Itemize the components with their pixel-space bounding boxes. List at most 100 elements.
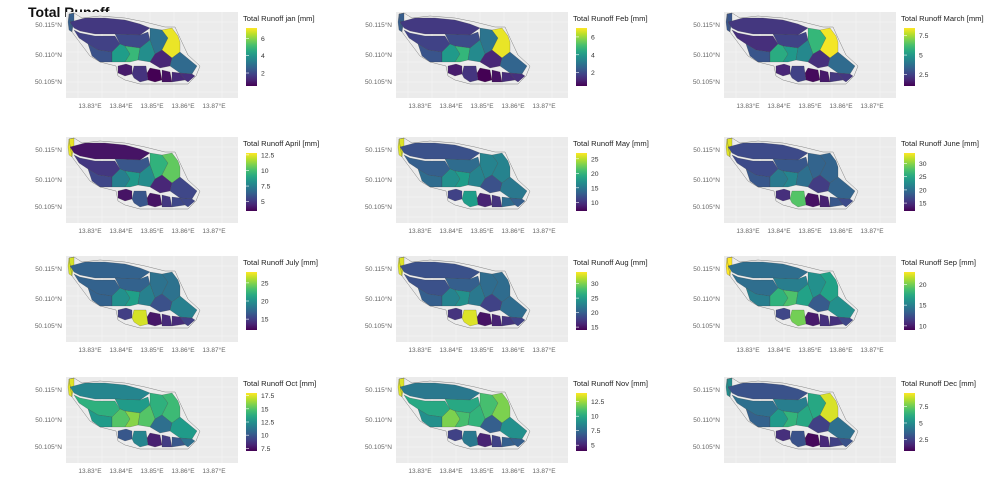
subcatchment-polygon (804, 311, 821, 327)
subcatchment-polygon (179, 437, 196, 448)
subcatchment-polygon (804, 432, 821, 448)
x-tick-label: 13.86°E (171, 467, 195, 475)
legend-tick-label: 12.5 (261, 420, 274, 427)
catchment-outline (726, 137, 859, 210)
map-panel-7: 50.115°N 50.110°N 50.105°N 13.83°E 13.84°E 13… (0, 254, 330, 378)
map-panel-1: 50.115°N 50.110°N 50.105°N 13.83°E 13.84°E 13… (0, 10, 330, 134)
x-tick-label: 13.83°E (78, 346, 102, 354)
subcatchment-polygon (461, 309, 479, 327)
y-tick-label: 50.110°N (35, 416, 62, 424)
legend-tick-label: 7.5 (919, 404, 929, 411)
legend-tick-label: 25 (591, 156, 599, 163)
catchment-outline (398, 12, 531, 85)
y-tick-label: 50.115°N (35, 386, 62, 394)
x-tick-label: 13.86°E (501, 346, 525, 354)
y-tick-label: 50.115°N (35, 265, 62, 273)
x-tick-label: 13.87°E (202, 467, 226, 475)
x-tick-label: 13.84°E (109, 346, 133, 354)
y-tick-label: 50.110°N (35, 176, 62, 184)
x-tick-label: 13.85°E (140, 102, 164, 110)
map-panel-11: 50.115°N 50.110°N 50.105°N 13.83°E 13.84°E 13… (330, 375, 660, 499)
y-tick-label: 50.105°N (365, 203, 392, 211)
legend-tick-label: 15 (591, 325, 599, 332)
x-tick-label: 13.83°E (78, 467, 102, 475)
legend-tick-label: 4 (261, 53, 265, 60)
catchment-outline (68, 256, 201, 329)
x-tick-label: 13.86°E (501, 227, 525, 235)
x-tick-label: 13.85°E (140, 467, 164, 475)
legend-tick-label: 30 (919, 161, 927, 168)
legend-tick-label: 2 (261, 71, 265, 78)
legend-tick-label: 5 (261, 199, 265, 206)
y-tick-label: 50.115°N (365, 146, 392, 154)
runoff-map-5: 50.115°N 50.110°N 50.105°N 13.83°E 13.84°E 13… (365, 137, 649, 235)
map-panel-8: 50.115°N 50.110°N 50.105°N 13.83°E 13.84°E 13… (330, 254, 660, 378)
legend-tick-label: 5 (919, 421, 923, 428)
subcatchment-polygon (509, 316, 526, 327)
x-tick-label: 13.85°E (140, 227, 164, 235)
legend-colorbar (904, 393, 915, 451)
y-tick-label: 50.110°N (365, 176, 392, 184)
legend-title: Total Runoff May [mm] (573, 139, 649, 148)
x-tick-label: 13.84°E (109, 102, 133, 110)
map-panel-2: 50.115°N 50.110°N 50.105°N 13.83°E 13.84°E 13… (330, 10, 660, 134)
legend-tick-label: 25 (261, 280, 269, 287)
y-tick-label: 50.105°N (35, 443, 62, 451)
x-tick-label: 13.86°E (829, 346, 853, 354)
legend-colorbar (904, 28, 915, 86)
y-tick-label: 50.105°N (693, 203, 720, 211)
y-tick-label: 50.105°N (365, 78, 392, 86)
legend-tick-label: 7.5 (261, 446, 271, 453)
legend-colorbar (904, 272, 915, 330)
y-tick-label: 50.115°N (365, 386, 392, 394)
x-tick-label: 13.87°E (202, 227, 226, 235)
legend-title: Total Runoff Dec [mm] (901, 379, 976, 388)
subcatchment-polygon (509, 437, 526, 448)
y-tick-label: 50.110°N (365, 51, 392, 59)
subcatchment-polygon (69, 142, 151, 161)
legend-colorbar (246, 393, 257, 451)
x-tick-label: 13.83°E (736, 227, 760, 235)
x-tick-label: 13.85°E (470, 227, 494, 235)
legend-tick-label: 15 (261, 317, 269, 324)
y-tick-label: 50.115°N (365, 21, 392, 29)
legend-tick-label: 6 (591, 34, 595, 41)
subcatchment-polygon (179, 72, 196, 83)
catchment-regions (67, 377, 198, 448)
runoff-map-6: 50.115°N 50.110°N 50.105°N 13.83°E 13.84°E 13… (693, 137, 979, 235)
x-tick-label: 13.85°E (470, 102, 494, 110)
legend-tick-label: 10 (919, 323, 927, 330)
legend-tick-label: 2.5 (919, 72, 929, 79)
y-tick-label: 50.115°N (693, 386, 720, 394)
legend-tick-label: 12.5 (261, 152, 274, 159)
subcatchment-polygon (146, 432, 163, 448)
legend-colorbar (576, 272, 587, 330)
y-tick-label: 50.110°N (35, 295, 62, 303)
legend-tick-label: 5 (919, 53, 923, 60)
catchment-outline (398, 137, 531, 210)
x-tick-label: 13.85°E (798, 102, 822, 110)
x-tick-label: 13.85°E (140, 346, 164, 354)
legend-tick-label: 20 (919, 282, 927, 289)
subcatchment-polygon (509, 72, 526, 83)
runoff-map-11: 50.115°N 50.110°N 50.105°N 13.83°E 13.84°E 13… (365, 377, 648, 475)
x-tick-label: 13.86°E (501, 102, 525, 110)
subcatchment-polygon (69, 261, 151, 280)
x-tick-label: 13.85°E (470, 346, 494, 354)
legend-title: Total Runoff April [mm] (243, 139, 319, 148)
x-tick-label: 13.84°E (109, 227, 133, 235)
subcatchment-polygon (179, 197, 196, 208)
catchment-regions (67, 256, 198, 327)
y-tick-label: 50.110°N (365, 416, 392, 424)
legend-title: Total Runoff Aug [mm] (573, 258, 648, 267)
subcatchment-polygon (131, 309, 149, 327)
subcatchment-polygon (789, 190, 807, 208)
subcatchment-polygon (804, 192, 821, 208)
x-tick-label: 13.87°E (860, 227, 884, 235)
subcatchment-polygon (789, 430, 807, 448)
catchment-regions (725, 377, 856, 448)
x-tick-label: 13.84°E (439, 102, 463, 110)
legend-tick-label: 10 (591, 414, 599, 421)
x-tick-label: 13.84°E (767, 346, 791, 354)
subcatchment-polygon (837, 316, 854, 327)
